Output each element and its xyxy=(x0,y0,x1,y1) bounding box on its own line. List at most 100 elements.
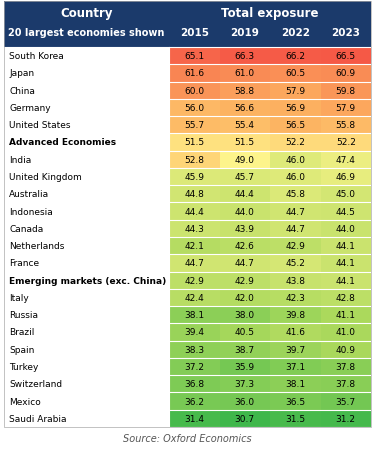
Bar xyxy=(219,65,270,83)
Bar xyxy=(321,134,371,151)
Bar xyxy=(270,48,321,65)
Text: 44.7: 44.7 xyxy=(184,259,204,268)
Bar xyxy=(270,324,321,341)
Bar xyxy=(270,186,321,203)
Text: 55.8: 55.8 xyxy=(336,121,356,130)
Bar xyxy=(321,358,371,375)
Bar xyxy=(4,151,169,169)
Bar xyxy=(219,151,270,169)
Bar xyxy=(169,238,219,255)
Bar xyxy=(219,100,270,117)
Text: Indonesia: Indonesia xyxy=(9,207,53,216)
Bar xyxy=(321,272,371,289)
Bar xyxy=(169,289,219,306)
Bar xyxy=(219,203,270,220)
Text: 46.9: 46.9 xyxy=(336,173,356,182)
Bar xyxy=(270,238,321,255)
Bar xyxy=(219,410,270,427)
Bar xyxy=(169,65,219,83)
Text: 66.3: 66.3 xyxy=(235,52,255,61)
Bar xyxy=(4,392,169,410)
Bar xyxy=(219,238,270,255)
Text: Netherlands: Netherlands xyxy=(9,242,64,251)
Text: 42.1: 42.1 xyxy=(184,242,204,251)
Bar xyxy=(219,392,270,410)
Text: 49.0: 49.0 xyxy=(235,156,255,165)
Bar xyxy=(169,220,219,238)
Bar xyxy=(219,117,270,134)
Text: Country: Country xyxy=(60,6,113,19)
Bar xyxy=(219,375,270,392)
Text: 44.7: 44.7 xyxy=(235,259,255,268)
Bar xyxy=(4,238,169,255)
Bar xyxy=(219,306,270,324)
Text: 58.8: 58.8 xyxy=(235,87,255,96)
Text: Russia: Russia xyxy=(9,311,38,319)
Bar xyxy=(4,2,371,48)
Text: 2023: 2023 xyxy=(331,28,360,38)
Text: Saudi Arabia: Saudi Arabia xyxy=(9,414,66,423)
Bar xyxy=(219,289,270,306)
Bar xyxy=(321,341,371,358)
Text: 31.4: 31.4 xyxy=(184,414,204,423)
Text: Emerging markets (exc. China): Emerging markets (exc. China) xyxy=(9,276,166,285)
Text: 41.0: 41.0 xyxy=(336,328,356,337)
Text: South Korea: South Korea xyxy=(9,52,64,61)
Bar xyxy=(169,324,219,341)
Text: 2015: 2015 xyxy=(180,28,209,38)
Bar xyxy=(219,186,270,203)
Bar xyxy=(169,341,219,358)
Text: 42.9: 42.9 xyxy=(285,242,305,251)
Bar xyxy=(321,117,371,134)
Text: Mexico: Mexico xyxy=(9,397,41,406)
Text: 55.7: 55.7 xyxy=(184,121,204,130)
Bar xyxy=(4,83,169,100)
Bar xyxy=(321,306,371,324)
Bar xyxy=(4,100,169,117)
Text: 51.5: 51.5 xyxy=(184,138,204,147)
Text: 40.5: 40.5 xyxy=(235,328,255,337)
Bar xyxy=(4,341,169,358)
Text: 60.0: 60.0 xyxy=(184,87,204,96)
Text: 44.0: 44.0 xyxy=(336,224,356,233)
Bar xyxy=(169,134,219,151)
Text: 36.2: 36.2 xyxy=(184,397,204,406)
Text: 56.9: 56.9 xyxy=(285,104,305,113)
Text: 42.8: 42.8 xyxy=(336,293,356,302)
Text: 35.9: 35.9 xyxy=(235,362,255,371)
Text: Canada: Canada xyxy=(9,224,43,233)
Bar xyxy=(321,392,371,410)
Bar xyxy=(169,100,219,117)
Bar xyxy=(219,341,270,358)
Bar xyxy=(4,134,169,151)
Bar xyxy=(321,324,371,341)
Text: 42.3: 42.3 xyxy=(285,293,305,302)
Bar xyxy=(321,151,371,169)
Text: 44.4: 44.4 xyxy=(184,207,204,216)
Text: 36.5: 36.5 xyxy=(285,397,305,406)
Text: 52.8: 52.8 xyxy=(184,156,204,165)
Bar xyxy=(4,203,169,220)
Bar xyxy=(321,186,371,203)
Bar xyxy=(270,203,321,220)
Bar xyxy=(169,375,219,392)
Text: 55.4: 55.4 xyxy=(235,121,255,130)
Text: 57.9: 57.9 xyxy=(285,87,305,96)
Text: 66.2: 66.2 xyxy=(285,52,305,61)
Bar xyxy=(219,48,270,65)
Text: 45.9: 45.9 xyxy=(184,173,204,182)
Bar xyxy=(270,341,321,358)
Text: 36.8: 36.8 xyxy=(184,379,204,388)
Bar xyxy=(321,289,371,306)
Text: Total exposure: Total exposure xyxy=(221,6,319,19)
Text: 41.1: 41.1 xyxy=(336,311,356,319)
Bar xyxy=(4,117,169,134)
Bar xyxy=(270,306,321,324)
Text: 39.7: 39.7 xyxy=(285,345,305,354)
Text: 36.0: 36.0 xyxy=(235,397,255,406)
Bar xyxy=(219,324,270,341)
Text: 42.6: 42.6 xyxy=(235,242,255,251)
Text: 45.7: 45.7 xyxy=(235,173,255,182)
Bar xyxy=(321,203,371,220)
Bar xyxy=(270,272,321,289)
